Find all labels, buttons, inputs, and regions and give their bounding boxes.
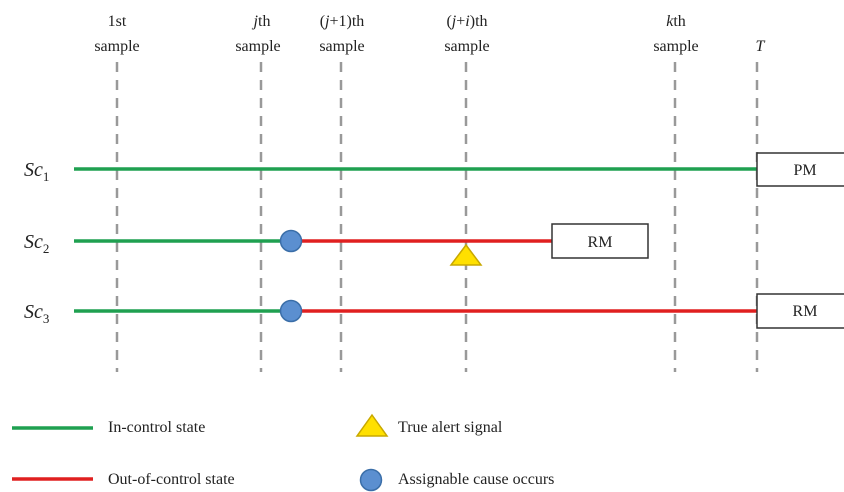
header-j1th-sample-line2: sample	[319, 38, 364, 55]
legend-cause-icon	[359, 468, 383, 492]
header-jith-sample: (j+i)th	[446, 13, 487, 30]
sc3-outcome-box	[756, 293, 844, 329]
sc3-outcome-label: RM	[793, 303, 818, 320]
legend-cause-label: Assignable cause occurs	[398, 471, 554, 488]
legend-alert-label: True alert signal	[398, 419, 503, 436]
sample-guides	[115, 62, 759, 372]
scenario-label-1: Sc1	[24, 159, 49, 184]
sc1-outcome-label: PM	[793, 162, 816, 179]
header-j1th-sample: (j+1)th	[320, 13, 365, 30]
sc2-outcome-box	[551, 223, 649, 259]
sc2-outcome-label: RM	[588, 234, 613, 251]
legend-out-of-control-label: Out-of-control state	[108, 471, 235, 488]
header-jith-sample-line2: sample	[444, 38, 489, 55]
header-1st-sample: 1st	[108, 13, 127, 30]
header-T: T	[756, 38, 766, 55]
scenario-labels: Sc1 Sc2 Sc3	[24, 159, 49, 326]
header-kth-sample: kth	[666, 13, 686, 30]
sc2-true-alert-marker	[449, 243, 483, 266]
sc2-assignable-cause-marker	[279, 229, 303, 253]
legend: In-control state True alert signal Out-o…	[12, 413, 554, 492]
header-jth-sample-line2: sample	[235, 38, 280, 55]
column-headers: 1st sample jth sample (j+1)th sample (j+…	[94, 13, 765, 55]
scenario-label-2: Sc2	[24, 231, 49, 256]
legend-in-control-label: In-control state	[108, 419, 205, 436]
legend-alert-icon	[355, 413, 389, 437]
scenario-label-3: Sc3	[24, 301, 49, 326]
sc1-outcome-box	[756, 152, 844, 187]
header-jth-sample: jth	[252, 13, 271, 30]
header-kth-sample-line2: sample	[653, 38, 698, 55]
header-1st-sample-line2: sample	[94, 38, 139, 55]
sc3-assignable-cause-marker	[279, 299, 303, 323]
